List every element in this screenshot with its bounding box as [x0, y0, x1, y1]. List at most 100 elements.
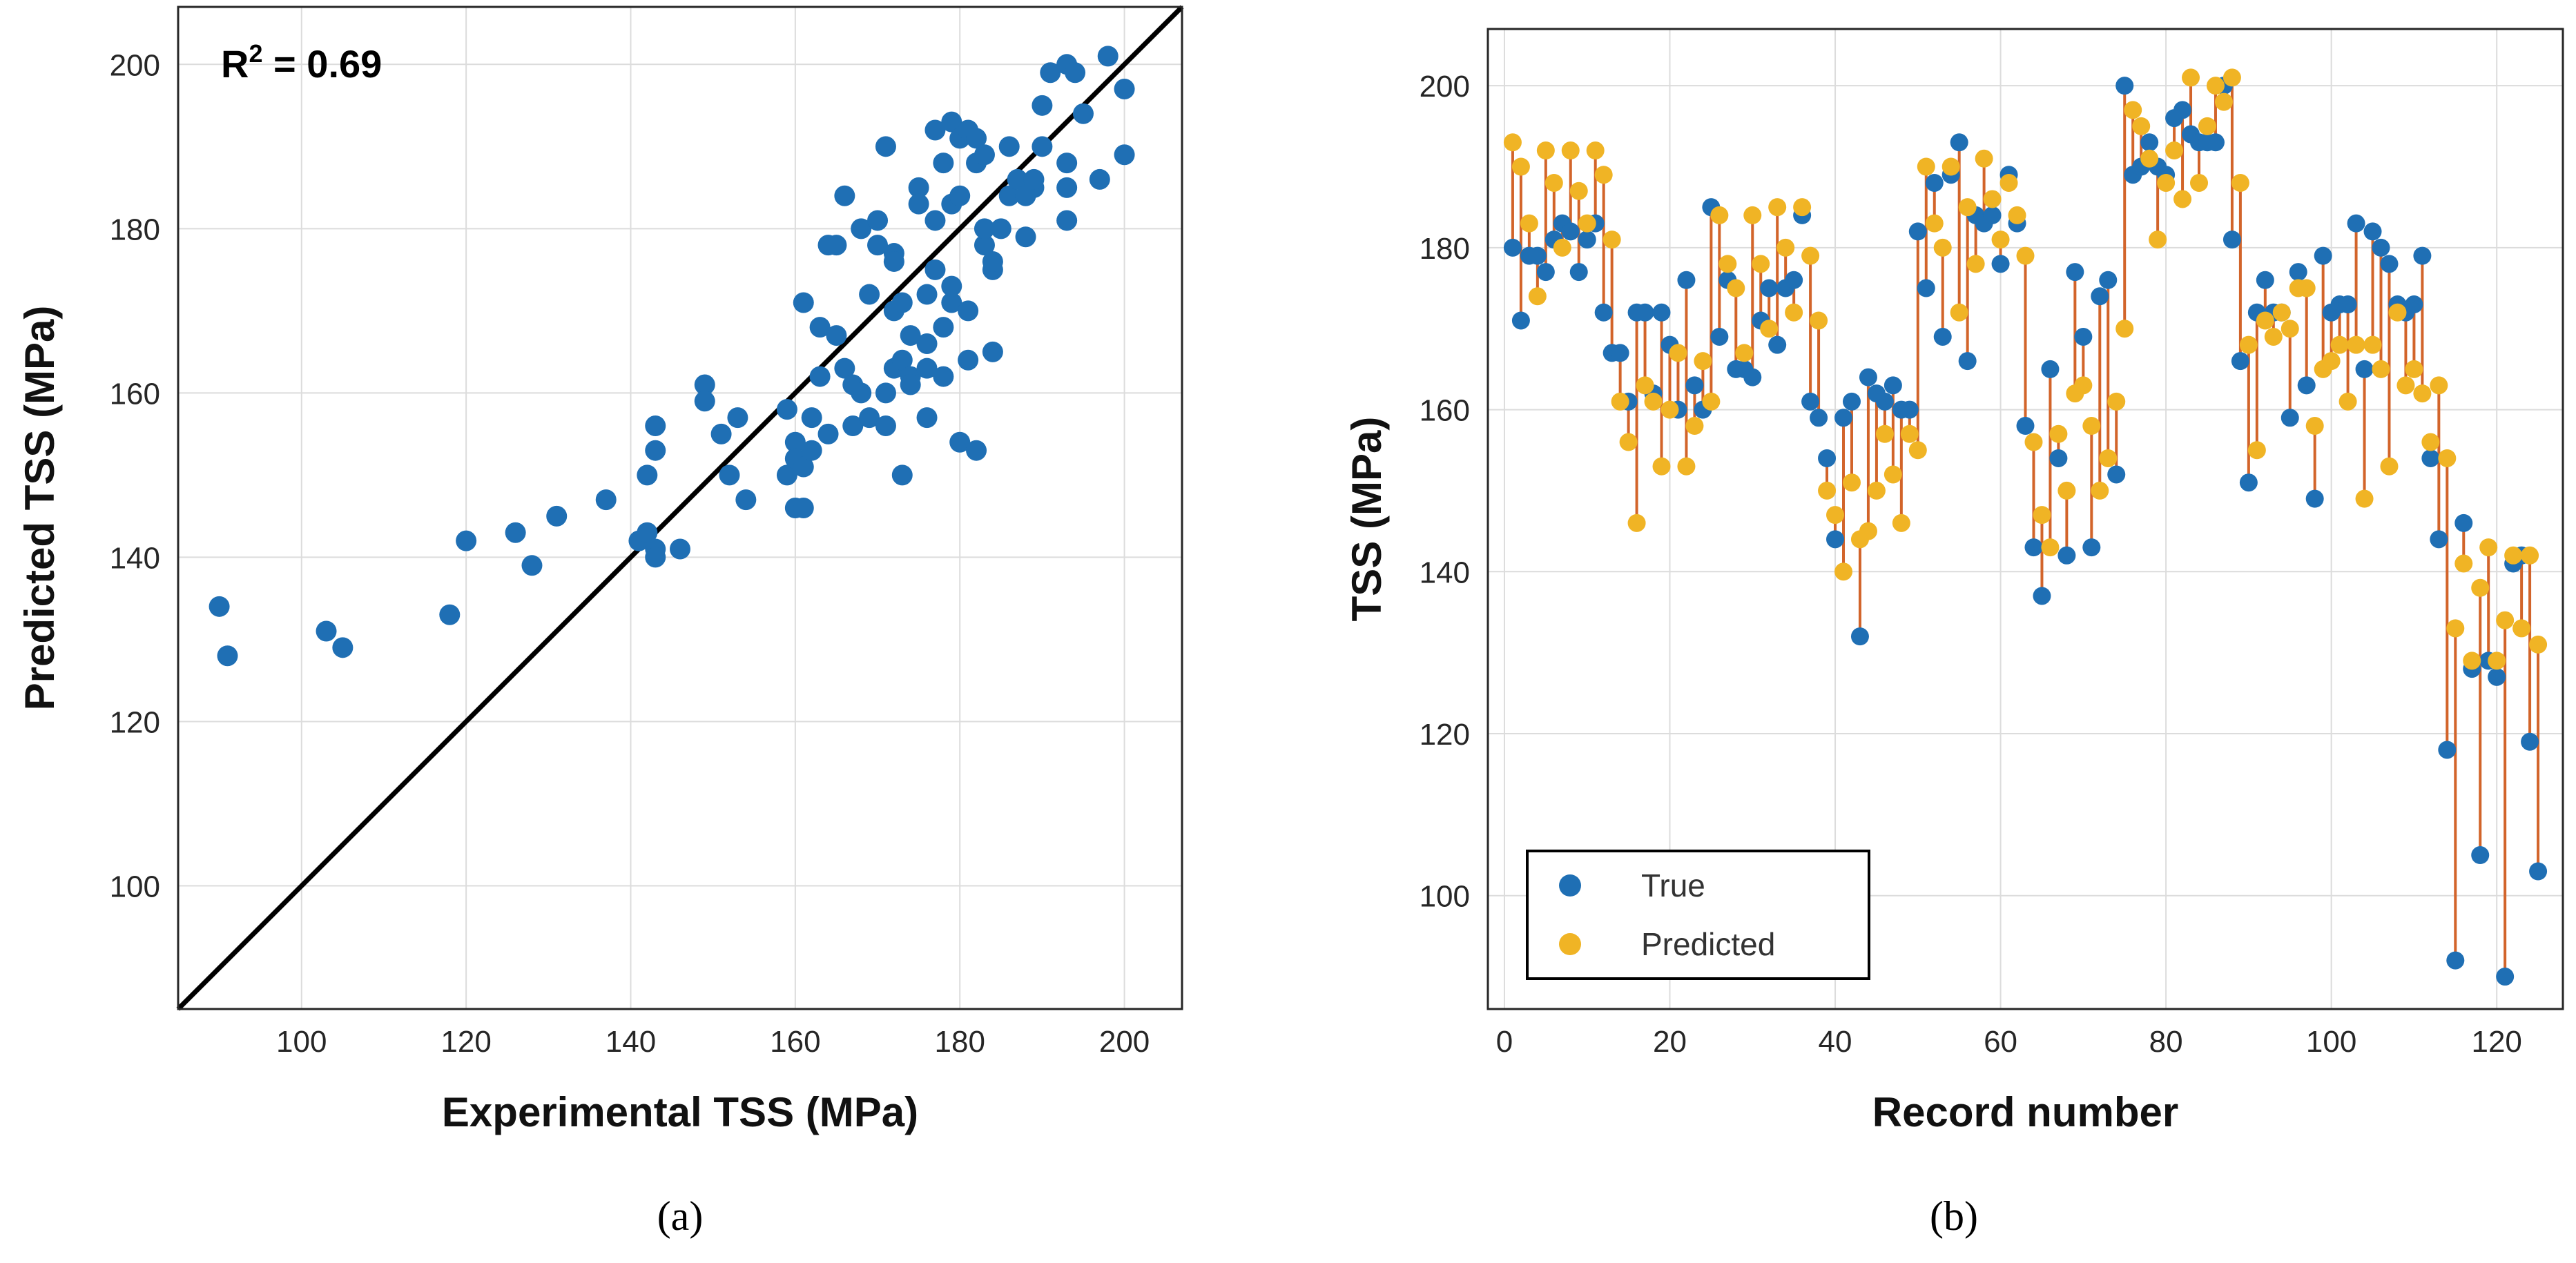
- predicted-point: [2355, 489, 2374, 508]
- predicted-point: [2214, 92, 2233, 111]
- data-point: [645, 547, 666, 568]
- predicted-point: [1544, 173, 1563, 192]
- data-point: [1015, 185, 1036, 206]
- true-point: [1511, 311, 1530, 330]
- true-point: [1743, 368, 1762, 386]
- true-point: [2222, 231, 2241, 249]
- predicted-point: [1735, 344, 1754, 362]
- x-tick-label: 0: [1496, 1025, 1513, 1059]
- predicted-point: [1652, 457, 1671, 476]
- predicted-point: [2057, 481, 2076, 500]
- predicted-point: [2521, 546, 2539, 565]
- x-axis-label-a: Experimental TSS (MPa): [442, 1089, 918, 1135]
- x-tick-label: 60: [1984, 1025, 2017, 1059]
- true-point: [1810, 409, 1828, 427]
- true-point: [1925, 173, 1944, 192]
- true-point: [1958, 352, 1977, 371]
- true-point: [1850, 627, 1869, 646]
- true-point: [2049, 449, 2068, 467]
- true-point: [1908, 222, 1927, 241]
- predicted-point: [2512, 619, 2531, 638]
- predicted-point: [2264, 327, 2283, 346]
- true-point: [1991, 255, 2010, 273]
- data-point: [521, 555, 543, 576]
- predicted-point: [2330, 335, 2349, 354]
- legend-marker-predicted: [1559, 933, 1581, 955]
- predicted-point: [2074, 376, 2093, 395]
- data-point: [735, 489, 757, 511]
- predicted-point: [2124, 101, 2142, 119]
- data-point: [637, 522, 658, 543]
- true-point: [1933, 327, 1952, 346]
- caption-b: (b): [1930, 1193, 1978, 1239]
- true-point: [1677, 271, 1696, 289]
- data-point: [949, 431, 971, 453]
- data-point: [916, 407, 938, 429]
- true-point: [2082, 538, 2101, 557]
- data-point: [456, 530, 477, 551]
- x-axis-label-b: Record number: [1872, 1089, 2178, 1135]
- predicted-point: [1520, 214, 1538, 233]
- predicted-point: [1718, 255, 1737, 273]
- data-point: [933, 366, 954, 387]
- data-point: [1032, 136, 1053, 157]
- data-point: [209, 596, 230, 617]
- data-point: [1040, 62, 1061, 84]
- true-point: [2405, 295, 2423, 314]
- data-point: [998, 185, 1020, 206]
- predicted-point: [1810, 311, 1828, 330]
- y-tick-label: 100: [1420, 880, 1470, 914]
- data-point: [982, 251, 1003, 272]
- data-point: [694, 391, 715, 412]
- predicted-point: [1834, 562, 1853, 581]
- true-point: [1710, 327, 1729, 346]
- predicted-point: [1644, 392, 1663, 411]
- predicted-point: [1677, 457, 1696, 476]
- true-point: [1834, 409, 1853, 427]
- true-point: [2521, 732, 2539, 751]
- true-point: [1826, 530, 1845, 549]
- data-point: [982, 341, 1003, 362]
- y-tick-label: 180: [1420, 232, 1470, 266]
- predicted-point: [2016, 246, 2035, 265]
- data-point: [867, 210, 889, 231]
- predicted-point: [2496, 611, 2515, 629]
- data-point: [916, 333, 938, 354]
- x-tick-label: 160: [770, 1025, 820, 1059]
- data-point: [900, 325, 921, 346]
- predicted-point: [2413, 384, 2432, 403]
- data-point: [645, 440, 666, 461]
- data-point: [1065, 62, 1086, 84]
- predicted-point: [1752, 255, 1770, 273]
- predicted-point: [1743, 206, 1762, 224]
- data-point: [834, 185, 855, 206]
- predicted-point: [1908, 441, 1927, 460]
- true-point: [1569, 263, 1588, 282]
- data-point: [332, 637, 354, 658]
- true-point: [1875, 392, 1894, 411]
- predicted-point: [2446, 619, 2465, 638]
- predicted-point: [1710, 206, 1729, 224]
- data-point: [801, 407, 822, 429]
- predicted-point: [1801, 246, 1820, 265]
- data-point: [891, 349, 913, 371]
- predicted-point: [1983, 190, 2002, 208]
- y-tick-label: 120: [110, 705, 160, 739]
- x-tick-label: 140: [606, 1025, 656, 1059]
- predicted-point: [2182, 68, 2200, 87]
- predicted-point: [2190, 173, 2209, 192]
- predicted-point: [1528, 287, 1547, 306]
- predicted-point: [2206, 77, 2225, 95]
- data-point: [875, 415, 896, 436]
- true-point: [2496, 968, 2515, 986]
- predicted-point: [2008, 206, 2026, 224]
- x-tick-label: 80: [2149, 1025, 2183, 1059]
- y-tick-label: 180: [110, 213, 160, 246]
- x-tick-label: 100: [276, 1025, 327, 1059]
- data-point: [595, 489, 617, 511]
- y-tick-label: 200: [1420, 70, 1470, 104]
- data-point: [670, 538, 690, 560]
- plot-frame-b: [1486, 28, 2564, 1010]
- true-point: [1611, 344, 1629, 362]
- predicted-point: [1694, 352, 1712, 371]
